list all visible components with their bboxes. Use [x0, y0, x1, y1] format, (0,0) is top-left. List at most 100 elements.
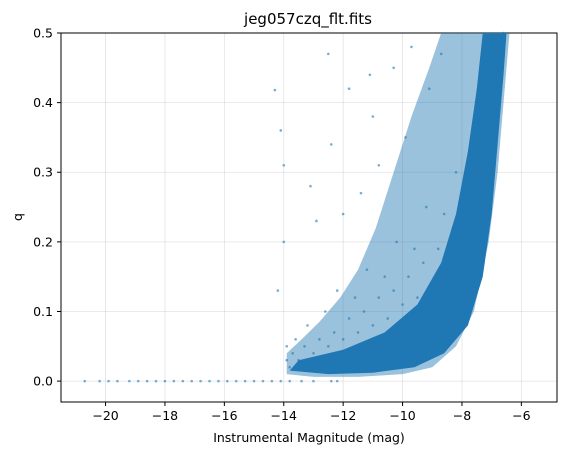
- x-tick-label: −20: [92, 408, 118, 423]
- data-point: [288, 379, 291, 383]
- data-point: [499, 59, 502, 63]
- data-point: [395, 240, 398, 244]
- plot-frame: [60, 32, 558, 403]
- data-point: [427, 87, 431, 90]
- data-point: [377, 163, 381, 167]
- data-point: [291, 351, 294, 355]
- data-point: [410, 45, 413, 49]
- data-point: [190, 379, 193, 383]
- data-point: [279, 129, 283, 132]
- x-axis-label: Instrumental Magnitude (mag): [213, 430, 405, 445]
- data-point: [451, 226, 455, 230]
- data-point: [315, 219, 318, 223]
- data-point: [365, 268, 369, 272]
- data-point: [407, 275, 410, 278]
- data-point: [300, 379, 303, 383]
- data-point: [234, 379, 238, 383]
- data-point: [172, 379, 176, 383]
- data-point: [335, 379, 339, 383]
- data-point: [341, 212, 345, 216]
- data-point: [371, 324, 375, 327]
- y-axis: 0.0 0.1 0.2 0.3 0.4 0.5: [33, 26, 61, 389]
- data-point: [347, 87, 351, 90]
- x-axis: −20 −18 −16 −14 −12 −10 −8 −6: [92, 402, 531, 423]
- data-point: [285, 358, 289, 362]
- x-tick-label: −16: [211, 408, 237, 423]
- data-point: [181, 379, 185, 383]
- data-point: [392, 289, 395, 292]
- data-point: [502, 31, 505, 35]
- y-tick-label: 0.0: [33, 374, 53, 389]
- data-point: [371, 115, 375, 118]
- data-point: [335, 289, 339, 292]
- data-point: [243, 379, 247, 383]
- data-point: [430, 282, 434, 285]
- chart-title: jeg057czq_flt.fits: [243, 10, 372, 29]
- data-point: [436, 247, 440, 251]
- data-point: [327, 345, 330, 348]
- data-point: [445, 268, 449, 272]
- data-point: [145, 379, 149, 383]
- plot-area: [60, 31, 558, 403]
- data-point: [490, 184, 493, 188]
- data-point: [359, 191, 363, 195]
- data-point: [329, 379, 333, 383]
- data-point: [460, 247, 464, 251]
- data-point: [312, 379, 315, 383]
- data-point: [356, 331, 360, 334]
- data-point: [261, 379, 265, 383]
- data-point: [332, 331, 336, 334]
- x-tick-label: −12: [330, 408, 356, 423]
- data-point: [466, 198, 470, 202]
- data-point: [329, 143, 333, 146]
- data-point: [294, 338, 297, 341]
- y-tick-label: 0.3: [33, 165, 53, 180]
- data-point: [422, 261, 425, 265]
- density-cloud: [286, 33, 510, 377]
- data-point: [199, 379, 202, 383]
- data-point: [285, 345, 289, 348]
- data-point: [282, 163, 286, 167]
- x-tick-label: −18: [152, 408, 178, 423]
- data-point: [347, 317, 351, 320]
- y-axis-label: q: [10, 213, 25, 221]
- data-point: [341, 338, 345, 341]
- data-point: [353, 296, 357, 299]
- data-point: [454, 170, 458, 174]
- data-point: [83, 379, 87, 383]
- data-point: [327, 52, 330, 56]
- data-point: [404, 136, 407, 139]
- data-point: [303, 345, 306, 348]
- data-point: [439, 52, 443, 56]
- data-point: [425, 205, 428, 209]
- data-point: [252, 379, 256, 383]
- data-point: [297, 358, 300, 362]
- data-point: [270, 379, 274, 383]
- data-point: [273, 88, 277, 92]
- data-point: [377, 296, 381, 299]
- data-points: [83, 31, 505, 383]
- data-point: [136, 379, 140, 383]
- data-point: [368, 73, 372, 77]
- data-point: [496, 115, 499, 118]
- data-point: [128, 379, 131, 383]
- x-tick-label: −6: [512, 408, 530, 423]
- data-point: [362, 310, 366, 313]
- y-tick-label: 0.4: [33, 95, 53, 110]
- data-point: [282, 240, 286, 244]
- data-point: [472, 150, 476, 153]
- data-point: [217, 379, 220, 383]
- y-tick-label: 0.5: [33, 26, 53, 41]
- x-tick-label: −10: [389, 408, 415, 423]
- data-point: [416, 296, 419, 299]
- data-point: [475, 219, 479, 223]
- data-point: [163, 379, 167, 383]
- data-point: [116, 379, 119, 383]
- data-point: [481, 163, 485, 167]
- data-point: [383, 275, 387, 278]
- data-point: [442, 212, 446, 216]
- x-tick-label: −14: [271, 408, 297, 423]
- data-point: [306, 324, 309, 327]
- data-point: [208, 379, 211, 383]
